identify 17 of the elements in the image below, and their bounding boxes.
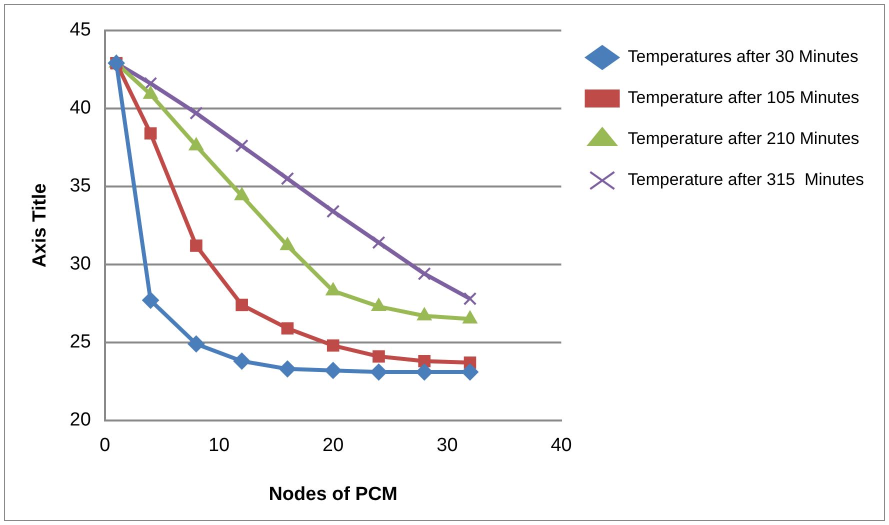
x-axis-title: Nodes of PCM	[268, 484, 398, 505]
legend-label: Temperature after 210 Minutes	[628, 129, 860, 148]
x-tick-label: 40	[550, 435, 572, 456]
x-tick-label: 10	[208, 435, 230, 456]
y-tick-label: 20	[70, 410, 91, 431]
legend-label: Temperatures after 30 Minutes	[628, 47, 858, 66]
y-tick-label: 35	[70, 176, 91, 197]
legend-label: Temperature after 105 Minutes	[628, 88, 860, 108]
legend-label: Temperature after 315 Minutes	[628, 170, 864, 190]
y-tick-label: 30	[70, 254, 91, 275]
x-tick-label: 20	[322, 435, 344, 456]
y-tick-label: 25	[70, 332, 91, 353]
y-tick-label: 40	[70, 98, 91, 119]
y-tick-label: 45	[70, 20, 91, 41]
y-axis-title: Axis Title	[30, 183, 51, 268]
x-tick-label: 0	[100, 435, 110, 456]
x-tick-label: 30	[436, 435, 458, 456]
